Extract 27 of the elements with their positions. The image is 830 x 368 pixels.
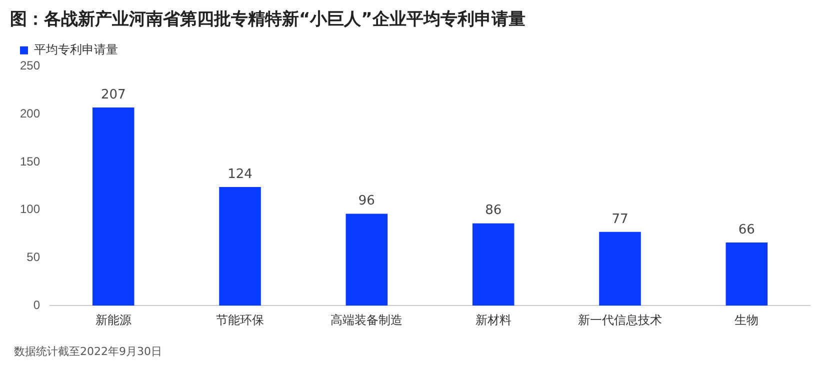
bar (472, 223, 514, 306)
x-tick-label: 生物 (734, 313, 759, 328)
x-tick-label: 新能源 (95, 313, 132, 328)
chart-title: 图：各战新产业河南省第四批专精特新“小巨人”企业平均专利申请量 (10, 10, 526, 30)
data-label: 86 (485, 203, 502, 218)
bar (346, 214, 388, 306)
y-tick-label: 100 (20, 202, 40, 216)
data-label: 96 (358, 194, 375, 209)
x-tick-label: 新一代信息技术 (578, 313, 662, 328)
data-label: 66 (738, 222, 755, 238)
bar (599, 232, 641, 306)
y-tick-label: 250 (20, 58, 40, 73)
legend-label: 平均专利申请量 (34, 42, 118, 57)
data-label: 207 (100, 87, 126, 102)
y-tick-label: 150 (20, 154, 40, 168)
data-label: 124 (228, 166, 252, 182)
text: 数据统计截至2022年9月30日 (14, 344, 162, 359)
y-tick-label: 50 (26, 250, 40, 264)
bar (726, 242, 768, 306)
x-tick-label: 新材料 (475, 313, 512, 328)
bar (219, 186, 261, 306)
y-tick-label: 200 (20, 106, 40, 121)
x-tick-label: 高端装备制造 (330, 313, 403, 328)
y-tick-label: 0 (33, 298, 40, 312)
x-tick-label: 节能环保 (216, 313, 264, 328)
data-label: 77 (612, 212, 628, 227)
bar (92, 108, 134, 306)
